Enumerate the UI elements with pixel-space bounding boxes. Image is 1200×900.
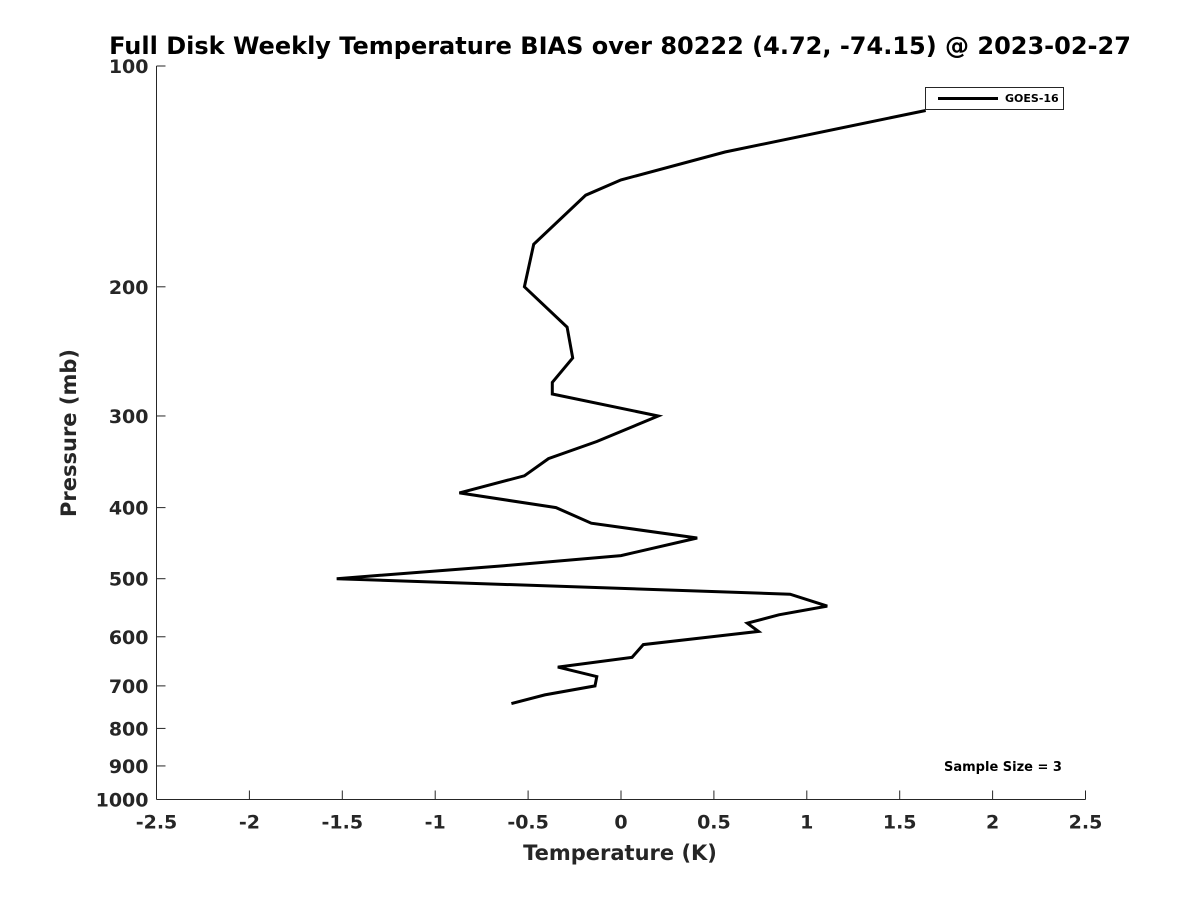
legend-entry-goes-16: GOES-16: [1005, 92, 1059, 105]
y-tick-label: 800: [109, 718, 149, 740]
y-tick-label: 300: [109, 406, 149, 428]
x-tick-label: 2.5: [1069, 812, 1103, 834]
y-tick-label: 1000: [96, 790, 149, 812]
legend: GOES-16: [925, 87, 1064, 110]
series-line-goes-16: [336, 109, 927, 706]
x-tick-label: 2: [986, 812, 999, 834]
series-group: [336, 109, 927, 706]
y-axis-label: Pressure (mb): [57, 349, 81, 517]
y-tick-label: 600: [109, 627, 149, 649]
x-tick-label: 0.5: [697, 812, 731, 834]
y-tick-label: 100: [109, 56, 149, 78]
x-tick-label: 1.5: [883, 812, 917, 834]
x-tick-label: 0: [614, 812, 627, 834]
chart-title: Full Disk Weekly Temperature BIAS over 8…: [109, 32, 1131, 60]
y-tick-label: 500: [109, 569, 149, 591]
x-axis-label: Temperature (K): [523, 841, 717, 865]
y-tick-label: 700: [109, 676, 149, 698]
x-tick-label: -1: [425, 812, 446, 834]
y-ticks: 100 200 300 400 500 600 700 800 900 1000: [96, 56, 166, 812]
x-tick-label: -0.5: [507, 812, 549, 834]
y-tick-label: 200: [109, 277, 149, 299]
plot-area: -2.5 -2 -1.5 -1 -0.5 0 0.5 1 1.5 2 2.5 100 200 300 40…: [96, 56, 1103, 834]
x-tick-label: 1: [800, 812, 813, 834]
y-tick-label: 900: [109, 756, 149, 778]
x-tick-label: -2: [239, 812, 260, 834]
x-tick-label: -1.5: [322, 812, 364, 834]
x-tick-label: -2.5: [136, 812, 178, 834]
y-tick-label: 400: [109, 498, 149, 520]
sample-size-annotation: Sample Size = 3: [944, 760, 1062, 775]
x-ticks: -2.5 -2 -1.5 -1 -0.5 0 0.5 1 1.5 2 2.5: [136, 790, 1103, 834]
